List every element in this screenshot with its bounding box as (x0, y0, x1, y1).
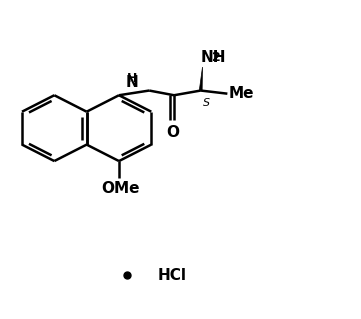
Text: O: O (166, 125, 179, 140)
Text: OMe: OMe (101, 182, 140, 197)
Text: N: N (126, 75, 139, 90)
Text: 2: 2 (212, 51, 221, 64)
Text: HCl: HCl (157, 268, 186, 283)
Text: NH: NH (201, 49, 226, 64)
Text: Me: Me (229, 86, 254, 101)
Text: S: S (203, 98, 210, 108)
Polygon shape (199, 67, 203, 91)
Text: H: H (127, 72, 138, 85)
